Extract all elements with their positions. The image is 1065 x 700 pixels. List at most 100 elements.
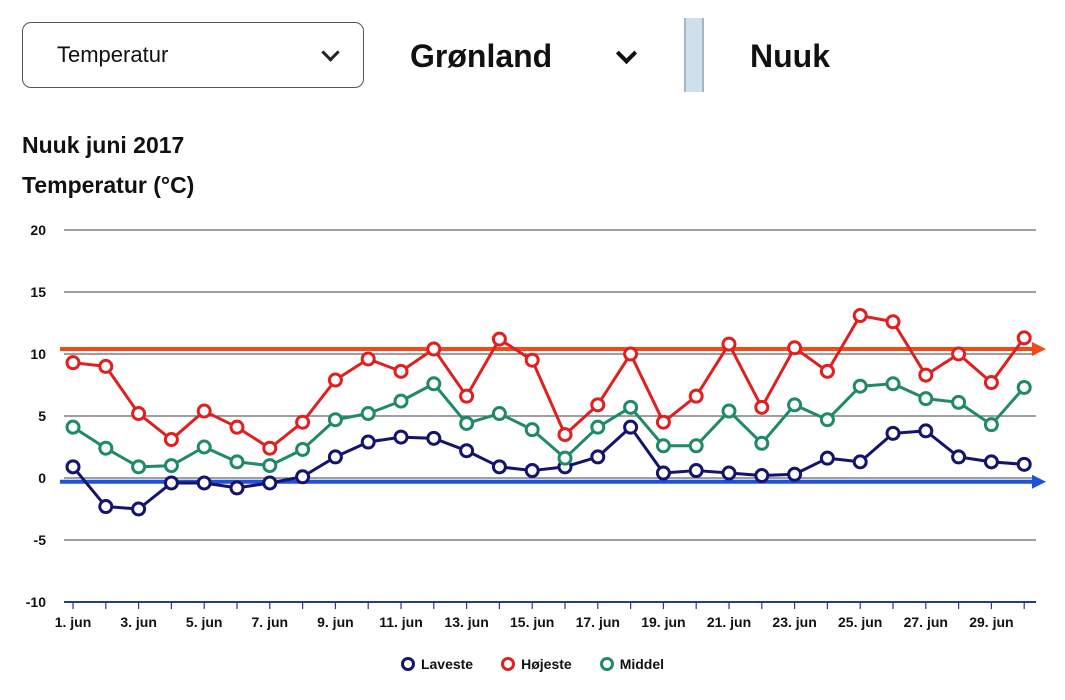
data-point-hojeste[interactable] — [327, 372, 343, 388]
data-point-middel[interactable] — [557, 450, 573, 466]
data-point-hojeste[interactable] — [852, 308, 868, 324]
data-point-middel[interactable] — [1016, 379, 1032, 395]
data-point-hojeste[interactable] — [524, 352, 540, 368]
data-point-middel[interactable] — [229, 454, 245, 470]
data-point-hojeste[interactable] — [557, 427, 573, 443]
data-point-middel[interactable] — [524, 422, 540, 438]
data-point-hojeste[interactable] — [262, 440, 278, 456]
data-point-laveste[interactable] — [590, 449, 606, 465]
data-point-laveste[interactable] — [524, 463, 540, 479]
data-point-laveste[interactable] — [491, 459, 507, 475]
chart-gridlines — [64, 229, 1036, 541]
y-tick-label: 5 — [38, 408, 46, 424]
data-point-middel[interactable] — [918, 391, 934, 407]
data-point-middel[interactable] — [590, 419, 606, 435]
data-point-laveste[interactable] — [623, 419, 639, 435]
data-point-laveste[interactable] — [229, 480, 245, 496]
y-axis-ticks: 20 15 10 5 0 -5 -10 — [26, 222, 46, 610]
legend-item-laveste[interactable]: Laveste — [400, 656, 473, 672]
data-point-middel[interactable] — [163, 458, 179, 474]
data-point-middel[interactable] — [65, 419, 81, 435]
data-point-hojeste[interactable] — [426, 341, 442, 357]
data-point-hojeste[interactable] — [1016, 330, 1032, 346]
data-point-middel[interactable] — [295, 441, 311, 457]
data-point-laveste[interactable] — [787, 466, 803, 482]
data-point-middel[interactable] — [491, 406, 507, 422]
x-tick-label: 15. jun — [510, 614, 554, 630]
data-point-middel[interactable] — [393, 393, 409, 409]
data-point-laveste[interactable] — [163, 475, 179, 491]
data-point-hojeste[interactable] — [623, 346, 639, 362]
data-point-middel[interactable] — [754, 435, 770, 451]
data-point-laveste[interactable] — [426, 430, 442, 446]
data-point-middel[interactable] — [819, 412, 835, 428]
data-point-hojeste[interactable] — [655, 414, 671, 430]
region-select-value: Grønland — [410, 37, 553, 74]
data-point-middel[interactable] — [327, 412, 343, 428]
data-point-hojeste[interactable] — [491, 331, 507, 347]
data-point-hojeste[interactable] — [819, 363, 835, 379]
data-point-middel[interactable] — [98, 440, 114, 456]
data-point-hojeste[interactable] — [131, 406, 147, 422]
region-select[interactable]: Grønland — [386, 20, 656, 92]
data-point-laveste[interactable] — [688, 463, 704, 479]
data-point-hojeste[interactable] — [918, 367, 934, 383]
data-point-hojeste[interactable] — [65, 355, 81, 371]
legend-item-middel[interactable]: Middel — [599, 656, 664, 672]
data-point-hojeste[interactable] — [951, 346, 967, 362]
data-point-laveste[interactable] — [918, 423, 934, 439]
variable-select[interactable]: Temperatur — [22, 22, 364, 88]
data-point-middel[interactable] — [262, 458, 278, 474]
data-point-laveste[interactable] — [131, 501, 147, 517]
data-point-laveste[interactable] — [262, 475, 278, 491]
data-point-middel[interactable] — [426, 376, 442, 392]
data-point-laveste[interactable] — [393, 429, 409, 445]
data-point-hojeste[interactable] — [360, 351, 376, 367]
data-point-middel[interactable] — [885, 376, 901, 392]
data-point-laveste[interactable] — [655, 465, 671, 481]
data-point-laveste[interactable] — [360, 434, 376, 450]
data-point-middel[interactable] — [951, 394, 967, 410]
data-point-hojeste[interactable] — [590, 397, 606, 413]
data-point-laveste[interactable] — [327, 449, 343, 465]
data-point-middel[interactable] — [131, 459, 147, 475]
data-point-hojeste[interactable] — [98, 358, 114, 374]
data-point-middel[interactable] — [787, 397, 803, 413]
data-point-hojeste[interactable] — [983, 375, 999, 391]
data-point-middel[interactable] — [721, 403, 737, 419]
data-point-middel[interactable] — [688, 438, 704, 454]
data-point-hojeste[interactable] — [721, 336, 737, 352]
data-point-hojeste[interactable] — [229, 419, 245, 435]
data-point-hojeste[interactable] — [688, 388, 704, 404]
data-point-middel[interactable] — [852, 378, 868, 394]
data-point-middel[interactable] — [360, 406, 376, 422]
data-point-middel[interactable] — [655, 438, 671, 454]
data-point-laveste[interactable] — [852, 454, 868, 470]
data-point-hojeste[interactable] — [196, 403, 212, 419]
data-point-laveste[interactable] — [885, 425, 901, 441]
data-point-laveste[interactable] — [65, 459, 81, 475]
data-point-hojeste[interactable] — [754, 399, 770, 415]
data-point-laveste[interactable] — [951, 449, 967, 465]
data-point-laveste[interactable] — [983, 454, 999, 470]
data-point-hojeste[interactable] — [393, 363, 409, 379]
data-point-hojeste[interactable] — [787, 340, 803, 356]
data-point-laveste[interactable] — [295, 469, 311, 485]
data-point-middel[interactable] — [459, 415, 475, 431]
data-point-laveste[interactable] — [459, 443, 475, 459]
data-point-laveste[interactable] — [1016, 456, 1032, 472]
data-point-hojeste[interactable] — [163, 432, 179, 448]
data-point-middel[interactable] — [196, 439, 212, 455]
data-point-laveste[interactable] — [754, 468, 770, 484]
data-point-hojeste[interactable] — [885, 314, 901, 330]
data-point-middel[interactable] — [983, 417, 999, 433]
data-point-laveste[interactable] — [721, 465, 737, 481]
data-point-laveste[interactable] — [98, 499, 114, 515]
data-point-hojeste[interactable] — [295, 414, 311, 430]
data-point-laveste[interactable] — [196, 475, 212, 491]
data-point-hojeste[interactable] — [459, 388, 475, 404]
data-point-laveste[interactable] — [819, 450, 835, 466]
legend-item-hojeste[interactable]: Højeste — [501, 656, 572, 672]
data-point-middel[interactable] — [623, 399, 639, 415]
city-select[interactable]: Nuuk — [722, 20, 872, 92]
